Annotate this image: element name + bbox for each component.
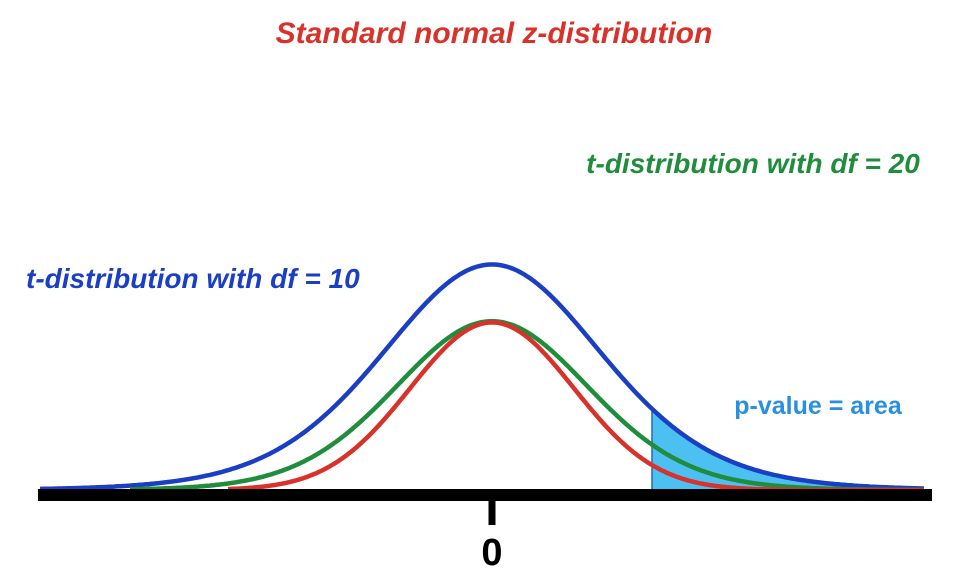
normal-curve-label: Standard normal z-distribution — [276, 17, 713, 50]
t20-curve-label: t-distribution with df = 20 — [586, 148, 920, 179]
zero-tick-label: 0 — [481, 532, 502, 574]
t10-curve — [39, 262, 925, 492]
t20-curve — [129, 318, 925, 493]
t10-curve-label: t-distribution with df = 10 — [26, 263, 360, 294]
p-value-shaded-area — [652, 408, 925, 490]
p-value-label: p-value = area — [734, 392, 903, 420]
